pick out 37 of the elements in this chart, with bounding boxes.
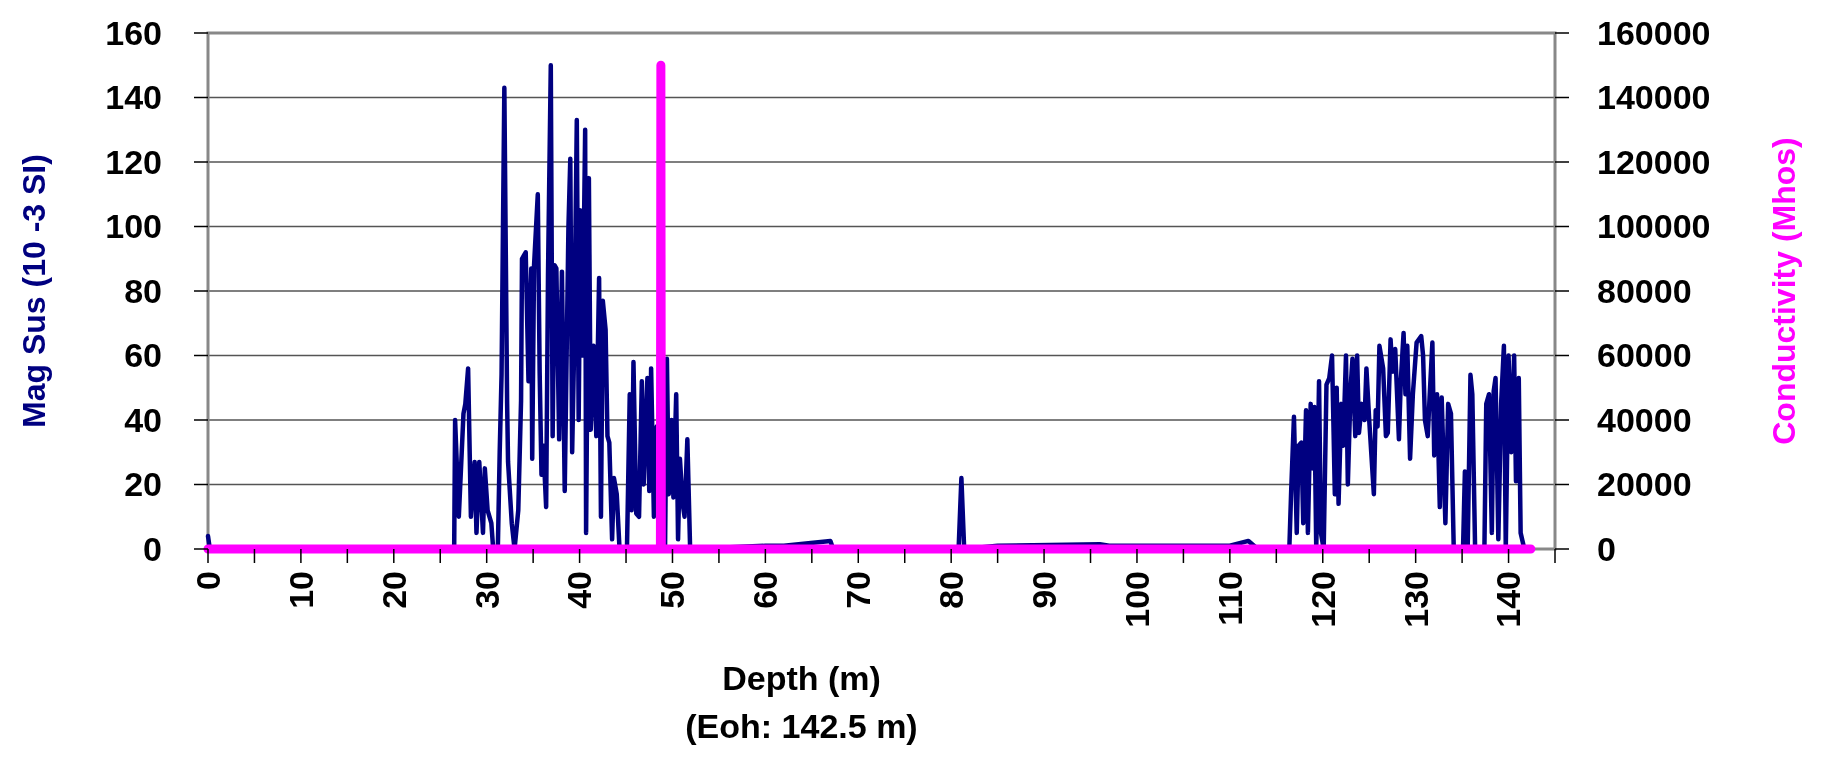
- x-tick-label: 0: [188, 571, 227, 590]
- y-tick-label: 100: [105, 207, 162, 246]
- y-tick-label: 80: [124, 271, 162, 310]
- x-tick-label: 20: [374, 571, 413, 609]
- y-tick-label: 160: [105, 13, 162, 52]
- y2-tick-label: 160000: [1597, 13, 1711, 52]
- y-tick-label: 0: [143, 529, 162, 568]
- x-tick-label: 80: [932, 571, 971, 609]
- y2-tick-label: 60000: [1597, 336, 1692, 375]
- y2-tick-label: 80000: [1597, 271, 1692, 310]
- x-tick-label: 70: [839, 571, 878, 609]
- x-axis-title: Depth (m): [722, 659, 881, 697]
- x-tick-label: 100: [1117, 571, 1156, 628]
- x-tick-label: 40: [560, 571, 599, 609]
- y-axis-title: Mag Sus (10 -3 SI): [16, 154, 52, 428]
- x-tick-label: 130: [1396, 571, 1435, 628]
- x-tick-label: 60: [746, 571, 785, 609]
- text: (Eoh: 142.5 m): [685, 707, 918, 745]
- y-tick-label: 40: [124, 400, 162, 439]
- x-tick-label: 120: [1303, 571, 1342, 628]
- y2-tick-label: 20000: [1597, 465, 1692, 504]
- x-tick-label: 110: [1210, 571, 1249, 626]
- y2-axis-title: Conductivity (Mhos): [1766, 137, 1802, 445]
- x-tick-label: 30: [467, 571, 506, 609]
- x-tick-label: 140: [1489, 571, 1528, 628]
- y-tick-label: 140: [105, 78, 162, 117]
- y2-tick-label: 120000: [1597, 142, 1711, 181]
- x-tick-label: 50: [653, 571, 692, 609]
- x-tick-label: 10: [281, 571, 320, 609]
- y-tick-label: 60: [124, 336, 162, 375]
- y-tick-label: 20: [124, 465, 162, 504]
- y2-tick-label: 100000: [1597, 207, 1711, 246]
- x-tick-label: 90: [1024, 571, 1063, 609]
- y2-tick-label: 0: [1597, 529, 1616, 568]
- y2-tick-label: 140000: [1597, 78, 1711, 117]
- y-tick-label: 120: [105, 142, 162, 181]
- y2-tick-label: 40000: [1597, 400, 1692, 439]
